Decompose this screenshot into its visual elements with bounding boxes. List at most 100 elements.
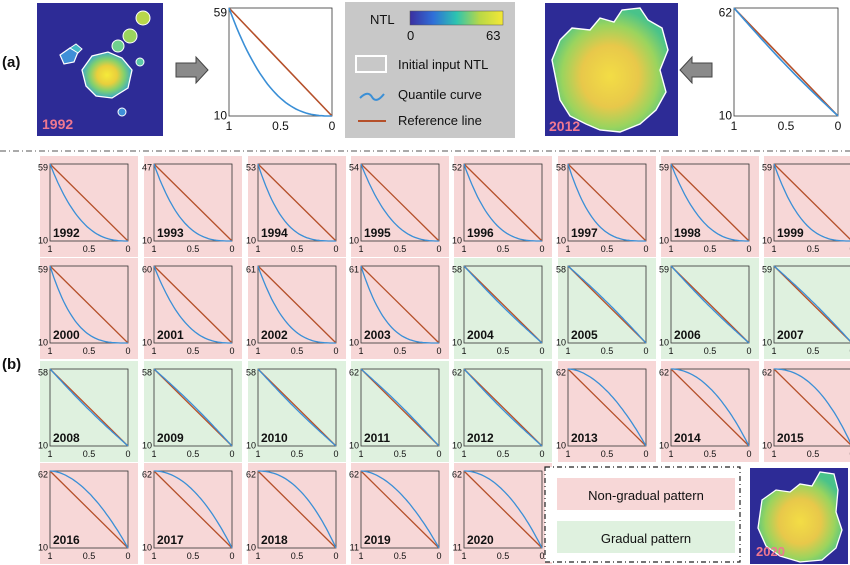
y-max-label: 58 bbox=[142, 367, 152, 377]
map-year-2012: 2012 bbox=[549, 118, 580, 134]
y-max-label: 62 bbox=[349, 469, 359, 479]
x-tick-label: 1 bbox=[771, 244, 776, 254]
quantile-panel-1992: 59 101 0.5 0 1992 bbox=[38, 156, 138, 257]
x-tick-label: 0 bbox=[539, 449, 544, 459]
panel-year-label: 2002 bbox=[261, 328, 288, 342]
map-2012: 2012 bbox=[545, 3, 678, 136]
panel-background bbox=[351, 361, 449, 462]
x-tick-label: 1 bbox=[47, 244, 52, 254]
quantile-panel-2003: 61 101 0.5 0 2003 bbox=[349, 258, 449, 359]
panel-year-label: 1995 bbox=[364, 226, 391, 240]
gradual-swatch bbox=[557, 521, 735, 553]
quantile-panel-2016: 62 101 0.5 0 2016 bbox=[38, 463, 138, 564]
x-tick-label: 0 bbox=[229, 551, 234, 561]
x-tick-label: 0.5 bbox=[291, 449, 304, 459]
x-tick-label: 0 bbox=[539, 551, 544, 561]
quantile-panel-2006: 59 101 0.5 0 2006 bbox=[659, 258, 759, 359]
x-tick-label: 0.5 bbox=[601, 449, 614, 459]
quantile-curve bbox=[360, 163, 439, 242]
y-max-label: 60 bbox=[142, 264, 152, 274]
quantile-curve-label: Quantile curve bbox=[398, 87, 482, 102]
panel-year-label: 1998 bbox=[674, 226, 701, 240]
x-tick-label: 1 bbox=[461, 346, 466, 356]
quantile-panel-2017: 62 101 0.5 0 2017 bbox=[142, 463, 242, 564]
panel-background bbox=[764, 258, 850, 359]
map-year-1992: 1992 bbox=[42, 116, 73, 132]
quantile-panel-2010: 58 101 0.5 0 2010 bbox=[246, 361, 346, 462]
y-min-label: 10 bbox=[556, 441, 566, 451]
panel-background bbox=[558, 361, 656, 462]
x-tick-label: 0 bbox=[436, 449, 441, 459]
reference-line bbox=[49, 163, 129, 242]
quantile-panel-2005: 58 101 0.5 0 2005 bbox=[556, 258, 656, 359]
panel-background bbox=[764, 361, 850, 462]
panel-axes-box bbox=[463, 470, 543, 549]
top-plot-1992: 59 101 0.5 0 bbox=[214, 5, 336, 133]
y-min-label: 10 bbox=[452, 236, 462, 246]
panel-axes-box bbox=[257, 265, 337, 344]
panel-label-b: (b) bbox=[2, 356, 21, 373]
quantile-panel-2012: 62 101 0.5 0 2012 bbox=[452, 361, 552, 462]
panel-background bbox=[144, 258, 242, 359]
y-max-label: 59 bbox=[762, 162, 772, 172]
panel-year-label: 2006 bbox=[674, 328, 701, 342]
quantile-panel-2004: 58 101 0.5 0 2004 bbox=[452, 258, 552, 359]
y-min-label: 10 bbox=[349, 236, 359, 246]
x-tick-label: 0 bbox=[333, 244, 338, 254]
panel-axes-box bbox=[49, 163, 129, 242]
panel-axes-box bbox=[773, 163, 850, 242]
quantile-panel-2011: 62 101 0.5 0 2011 bbox=[349, 361, 449, 462]
quantile-curve bbox=[154, 470, 233, 549]
x-tick-label: 0.5 bbox=[394, 244, 407, 254]
panel-axes-box bbox=[463, 163, 543, 242]
x-tick-label: 0.5 bbox=[704, 449, 717, 459]
quantile-curve bbox=[153, 265, 232, 344]
x-tick-label: 1 bbox=[461, 449, 466, 459]
y-max-label: 62 bbox=[719, 5, 733, 19]
x-tick-label: 0 bbox=[539, 346, 544, 356]
panel-background bbox=[40, 361, 138, 462]
panel-axes-box bbox=[670, 265, 750, 344]
y-max-label: 62 bbox=[556, 367, 566, 377]
x-tick-label: 0.5 bbox=[291, 346, 304, 356]
x-tick-label: 0 bbox=[746, 449, 751, 459]
x-tick-label: 0.5 bbox=[187, 551, 200, 561]
gradual-label: Gradual pattern bbox=[601, 531, 691, 546]
x-tick-label: 0 bbox=[643, 449, 648, 459]
panel-year-label: 2016 bbox=[53, 533, 80, 547]
x-tick-label: 1 bbox=[731, 119, 738, 133]
y-max-label: 53 bbox=[246, 162, 256, 172]
reference-line bbox=[257, 163, 337, 242]
quantile-curve bbox=[228, 7, 332, 117]
quantile-panel-2013: 62 101 0.5 0 2013 bbox=[556, 361, 656, 462]
reference-line bbox=[567, 163, 647, 242]
panel-year-label: 1993 bbox=[157, 226, 184, 240]
y-max-label: 54 bbox=[349, 162, 359, 172]
x-tick-label: 0 bbox=[229, 244, 234, 254]
panel-year-label: 2012 bbox=[467, 431, 494, 445]
y-max-label: 61 bbox=[246, 264, 256, 274]
reference-line bbox=[153, 163, 233, 242]
panel-year-label: 2007 bbox=[777, 328, 804, 342]
y-min-label: 10 bbox=[659, 236, 669, 246]
panel-background bbox=[454, 463, 552, 564]
quantile-curve bbox=[671, 368, 750, 447]
reference-line bbox=[360, 163, 440, 242]
initial-input-label: Initial input NTL bbox=[398, 57, 488, 72]
x-tick-label: 1 bbox=[565, 244, 570, 254]
y-min-label: 10 bbox=[659, 338, 669, 348]
x-tick-label: 1 bbox=[668, 449, 673, 459]
x-tick-label: 0 bbox=[835, 119, 842, 133]
y-min-label: 10 bbox=[452, 441, 462, 451]
panel-background bbox=[144, 463, 242, 564]
map-2020: 2020 bbox=[750, 468, 848, 564]
quantile-curve bbox=[463, 265, 543, 344]
panel-background bbox=[454, 258, 552, 359]
y-min-label: 10 bbox=[556, 236, 566, 246]
quantile-panel-1995: 54 101 0.5 0 1995 bbox=[349, 156, 449, 257]
reference-line-label: Reference line bbox=[398, 113, 482, 128]
x-tick-label: 0.5 bbox=[83, 346, 96, 356]
reference-line bbox=[670, 265, 750, 344]
panel-axes-box bbox=[567, 163, 647, 242]
